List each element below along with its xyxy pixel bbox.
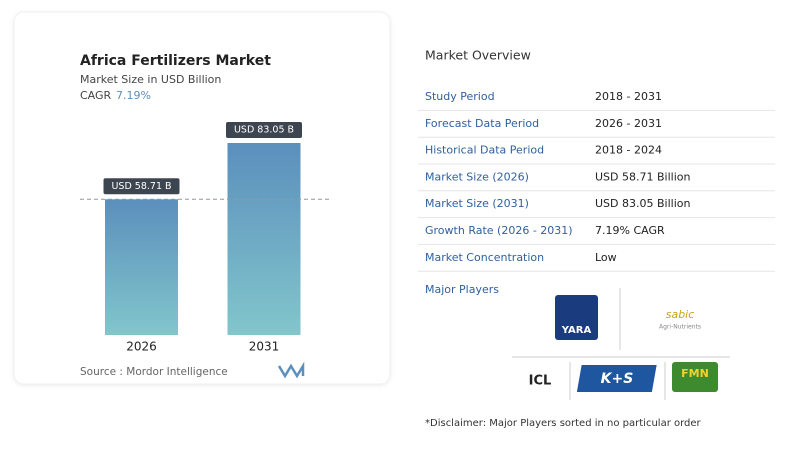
value-label-box [226, 122, 302, 138]
chart-title: Africa Fertilizers Market [80, 53, 271, 69]
ks-logo [576, 365, 657, 392]
player-name: sabic [666, 308, 695, 321]
row-value: USD 58.71 Billion [595, 170, 690, 183]
yara-logo [555, 295, 598, 340]
row-label: Market Size (2026) [425, 170, 529, 183]
row-label: Growth Rate (2026 - 2031) [425, 224, 573, 237]
player-name: YARA [561, 325, 592, 336]
row-value: 2018 - 2024 [595, 144, 662, 157]
players-grid [512, 288, 730, 400]
row-label: Forecast Data Period [425, 117, 539, 130]
row-label: Market Concentration [425, 251, 544, 264]
brand-logo [277, 361, 305, 379]
cagr-label: CAGR [80, 89, 112, 102]
players-title: Major Players [425, 283, 499, 296]
source: Source : Mordor Intelligence [80, 366, 228, 378]
value-label-box [103, 178, 180, 195]
player-name: K+S [601, 371, 634, 387]
player-sub: Agri-Nutrients [659, 324, 701, 331]
chart-subtitle: Market Size in USD Billion [80, 73, 221, 86]
overview-title: Market Overview [425, 48, 531, 63]
row-value: 2018 - 2031 [595, 90, 662, 103]
row-label: Market Size (2031) [425, 197, 529, 210]
value-label: USD 58.71 B [111, 181, 171, 192]
disclaimer: *Disclaimer: Major Players sorted in no … [425, 418, 702, 429]
row-value: Low [595, 251, 617, 264]
bar [105, 199, 178, 335]
x-tick-label: 2026 [126, 340, 157, 354]
x-tick-label: 2031 [249, 340, 280, 354]
row-label: Historical Data Period [425, 144, 544, 157]
cagr-value: 7.19% [116, 89, 151, 102]
row-value: 2026 - 2031 [595, 117, 662, 130]
overview-table: Study Period 2018 - 2031 Forecast Data Per… [418, 90, 775, 272]
fmn-logo [672, 362, 718, 392]
row-label: Study Period [425, 90, 495, 103]
row-value: USD 83.05 Billion [595, 197, 690, 210]
player-name: ICL [529, 374, 552, 389]
player-name: FMN [681, 367, 709, 380]
value-label: USD 83.05 B [234, 125, 294, 136]
bar [227, 143, 301, 335]
row-value: 7.19% CAGR [595, 224, 665, 237]
